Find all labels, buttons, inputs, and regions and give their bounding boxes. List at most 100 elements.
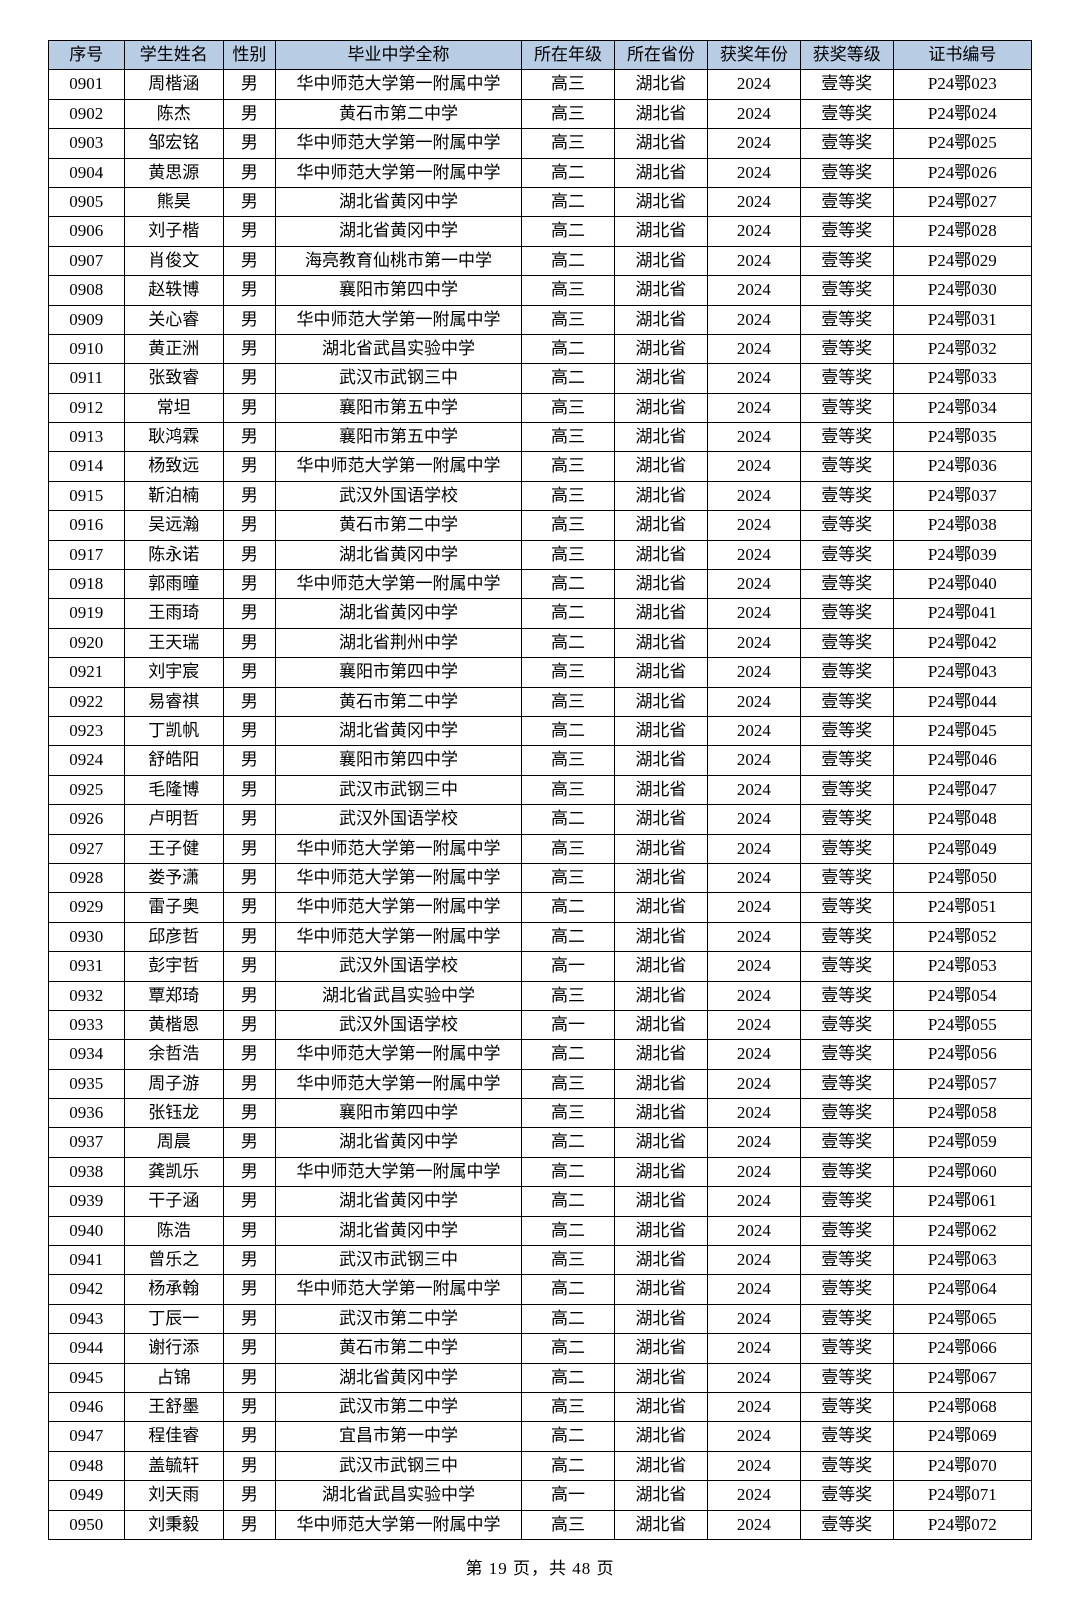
cell-cert: P24鄂030: [893, 276, 1031, 305]
cell-grade: 高三: [522, 481, 615, 510]
cell-name: 刘子楷: [124, 217, 223, 246]
cell-cert: P24鄂043: [893, 658, 1031, 687]
cell-cert: P24鄂061: [893, 1187, 1031, 1216]
cell-year: 2024: [707, 540, 800, 569]
cell-name: 干子涵: [124, 1187, 223, 1216]
cell-grade: 高三: [522, 1069, 615, 1098]
table-row: 0918郭雨曈男华中师范大学第一附属中学高二湖北省2024壹等奖P24鄂040: [49, 570, 1032, 599]
cell-grade: 高三: [522, 746, 615, 775]
cell-year: 2024: [707, 658, 800, 687]
cell-award: 壹等奖: [800, 981, 893, 1010]
cell-province: 湖北省: [615, 863, 708, 892]
table-row: 0904黄思源男华中师范大学第一附属中学高二湖北省2024壹等奖P24鄂026: [49, 158, 1032, 187]
cell-cert: P24鄂065: [893, 1304, 1031, 1333]
cell-year: 2024: [707, 1187, 800, 1216]
cell-award: 壹等奖: [800, 70, 893, 99]
cell-gender: 男: [223, 1187, 275, 1216]
cell-name: 肖俊文: [124, 246, 223, 275]
cell-award: 壹等奖: [800, 1392, 893, 1421]
cell-seq: 0947: [49, 1422, 125, 1451]
table-row: 0936张钰龙男襄阳市第四中学高三湖北省2024壹等奖P24鄂058: [49, 1099, 1032, 1128]
cell-name: 常坦: [124, 393, 223, 422]
cell-grade: 高二: [522, 1451, 615, 1480]
table-row: 0914杨致远男华中师范大学第一附属中学高三湖北省2024壹等奖P24鄂036: [49, 452, 1032, 481]
cell-cert: P24鄂023: [893, 70, 1031, 99]
cell-seq: 0926: [49, 805, 125, 834]
cell-cert: P24鄂062: [893, 1216, 1031, 1245]
cell-year: 2024: [707, 129, 800, 158]
cell-school: 襄阳市第四中学: [275, 276, 521, 305]
cell-name: 关心睿: [124, 305, 223, 334]
cell-name: 刘天雨: [124, 1481, 223, 1510]
cell-province: 湖北省: [615, 1040, 708, 1069]
cell-gender: 男: [223, 1481, 275, 1510]
cell-gender: 男: [223, 952, 275, 981]
cell-province: 湖北省: [615, 716, 708, 745]
cell-province: 湖北省: [615, 158, 708, 187]
cell-seq: 0938: [49, 1157, 125, 1186]
cell-cert: P24鄂039: [893, 540, 1031, 569]
cell-gender: 男: [223, 452, 275, 481]
cell-province: 湖北省: [615, 393, 708, 422]
cell-award: 壹等奖: [800, 628, 893, 657]
cell-cert: P24鄂047: [893, 775, 1031, 804]
table-row: 0932覃郑琦男湖北省武昌实验中学高三湖北省2024壹等奖P24鄂054: [49, 981, 1032, 1010]
cell-grade: 高二: [522, 1128, 615, 1157]
cell-province: 湖北省: [615, 1128, 708, 1157]
cell-seq: 0919: [49, 599, 125, 628]
cell-cert: P24鄂025: [893, 129, 1031, 158]
cell-year: 2024: [707, 70, 800, 99]
cell-grade: 高二: [522, 1334, 615, 1363]
cell-school: 襄阳市第四中学: [275, 658, 521, 687]
cell-name: 邱彦哲: [124, 922, 223, 951]
cell-cert: P24鄂049: [893, 834, 1031, 863]
cell-seq: 0901: [49, 70, 125, 99]
cell-seq: 0904: [49, 158, 125, 187]
cell-gender: 男: [223, 158, 275, 187]
cell-cert: P24鄂035: [893, 423, 1031, 452]
cell-cert: P24鄂041: [893, 599, 1031, 628]
cell-gender: 男: [223, 658, 275, 687]
cell-province: 湖北省: [615, 187, 708, 216]
cell-seq: 0928: [49, 863, 125, 892]
cell-gender: 男: [223, 481, 275, 510]
cell-gender: 男: [223, 99, 275, 128]
cell-cert: P24鄂054: [893, 981, 1031, 1010]
cell-year: 2024: [707, 1363, 800, 1392]
cell-award: 壹等奖: [800, 1099, 893, 1128]
cell-award: 壹等奖: [800, 334, 893, 363]
cell-seq: 0907: [49, 246, 125, 275]
cell-award: 壹等奖: [800, 1128, 893, 1157]
cell-name: 娄予潇: [124, 863, 223, 892]
cell-school: 襄阳市第四中学: [275, 746, 521, 775]
cell-gender: 男: [223, 599, 275, 628]
cell-cert: P24鄂066: [893, 1334, 1031, 1363]
cell-grade: 高三: [522, 393, 615, 422]
cell-grade: 高二: [522, 570, 615, 599]
cell-province: 湖北省: [615, 276, 708, 305]
cell-cert: P24鄂029: [893, 246, 1031, 275]
cell-school: 湖北省武昌实验中学: [275, 334, 521, 363]
cell-year: 2024: [707, 276, 800, 305]
cell-cert: P24鄂058: [893, 1099, 1031, 1128]
cell-seq: 0908: [49, 276, 125, 305]
cell-grade: 高二: [522, 599, 615, 628]
cell-gender: 男: [223, 511, 275, 540]
cell-province: 湖北省: [615, 540, 708, 569]
cell-year: 2024: [707, 570, 800, 599]
table-row: 0948盖毓轩男武汉市武钢三中高二湖北省2024壹等奖P24鄂070: [49, 1451, 1032, 1480]
cell-award: 壹等奖: [800, 393, 893, 422]
cell-seq: 0913: [49, 423, 125, 452]
cell-name: 彭宇哲: [124, 952, 223, 981]
cell-award: 壹等奖: [800, 452, 893, 481]
table-row: 0934余哲浩男华中师范大学第一附属中学高二湖北省2024壹等奖P24鄂056: [49, 1040, 1032, 1069]
table-row: 0942杨承翰男华中师范大学第一附属中学高二湖北省2024壹等奖P24鄂064: [49, 1275, 1032, 1304]
cell-award: 壹等奖: [800, 658, 893, 687]
cell-seq: 0916: [49, 511, 125, 540]
cell-seq: 0937: [49, 1128, 125, 1157]
cell-year: 2024: [707, 1128, 800, 1157]
table-row: 0920王天瑞男湖北省荆州中学高二湖北省2024壹等奖P24鄂042: [49, 628, 1032, 657]
cell-name: 谢行添: [124, 1334, 223, 1363]
cell-name: 龚凯乐: [124, 1157, 223, 1186]
cell-cert: P24鄂052: [893, 922, 1031, 951]
